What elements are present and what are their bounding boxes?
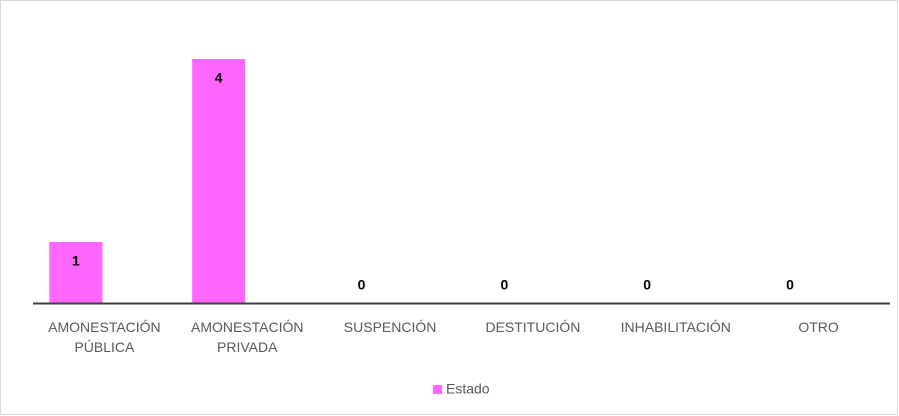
value-label: 4 [215, 70, 223, 86]
value-label: 0 [643, 277, 651, 293]
x-tick-label: OTRO [798, 319, 839, 335]
x-tick-label: AMONESTACIÓN PRIVADA [190, 319, 304, 355]
value-label: 0 [500, 277, 508, 293]
x-tick-label: INHABILITACIÓN [620, 319, 731, 335]
value-label: 0 [358, 277, 366, 293]
legend-label: Estado [446, 381, 490, 397]
x-tick-label: DESTITUCIÓN [485, 319, 581, 335]
value-label: 1 [72, 253, 80, 269]
bar [49, 242, 103, 303]
x-tick-label: AMONESTACIÓN PÚBLICA [48, 319, 161, 355]
bar [192, 59, 246, 303]
legend-swatch [433, 385, 442, 394]
value-label: 0 [786, 277, 794, 293]
x-tick-label: SUSPENCIÓN [343, 319, 437, 335]
